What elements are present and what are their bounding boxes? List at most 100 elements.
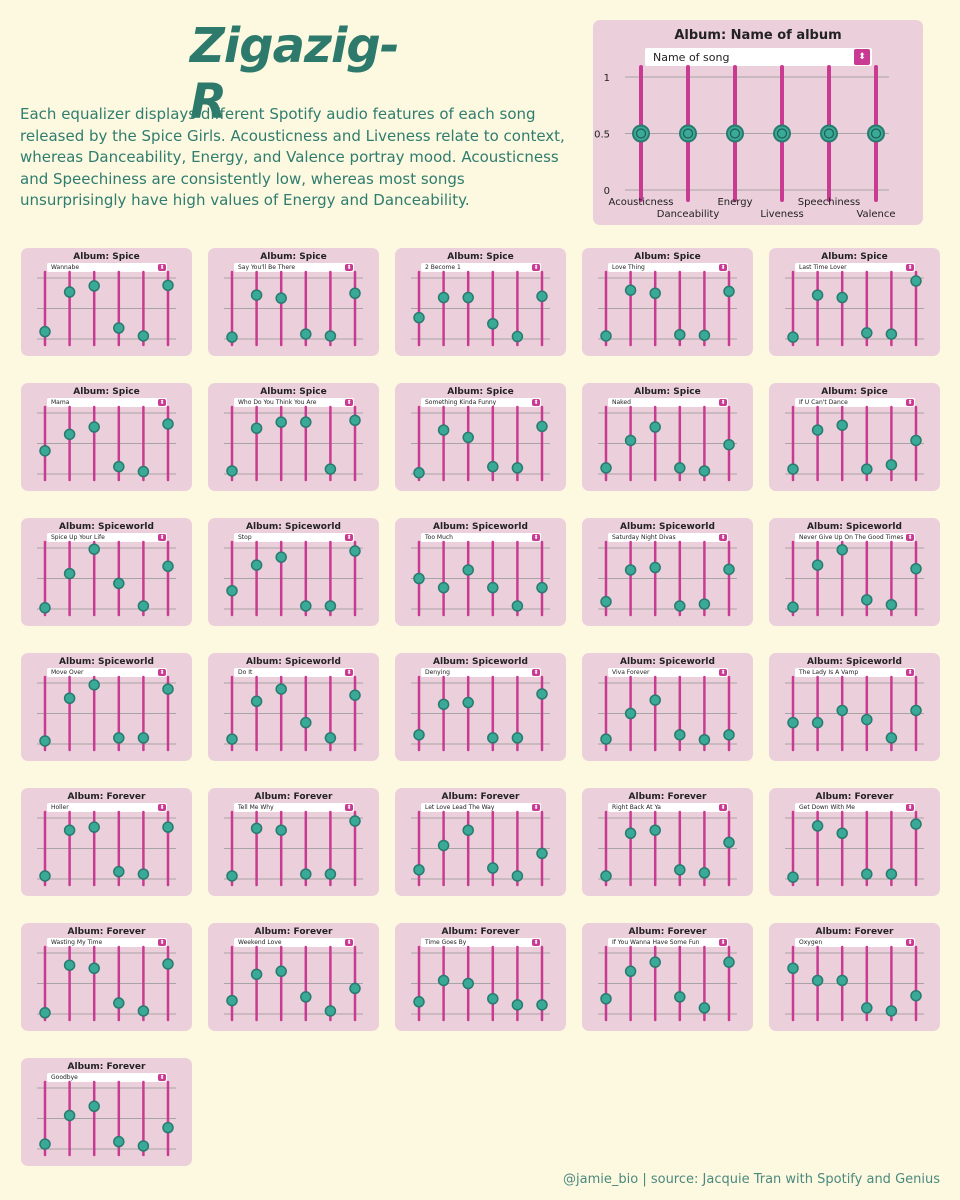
slider-knob [162,560,174,573]
song-dropdown[interactable]: Denying ⬍ [421,668,541,677]
slider-knob [861,463,873,475]
slider-knob [226,870,238,882]
updown-arrows-icon: ⬍ [345,668,353,676]
album-label: Album: Forever [67,927,146,937]
slider-knob [536,847,548,860]
song-dropdown[interactable]: The Lady Is A Vamp ⬍ [795,668,915,677]
song-dropdown[interactable]: 2 Become 1 ⬍ [421,263,541,272]
song-dropdown[interactable]: Get Down With Me ⬍ [795,803,915,812]
song-dropdown[interactable]: Naked ⬍ [608,398,728,407]
updown-arrows-icon: ⬍ [906,668,914,676]
song-dropdown[interactable]: Who Do You Think You Are ⬍ [234,398,354,407]
album-label: Album: Spice [73,252,140,262]
slider-knob [63,824,76,836]
song-label: Denying [425,669,450,676]
updown-arrows-icon: ⬍ [719,668,727,676]
slider-knob [88,543,100,555]
slider-knob [698,329,711,342]
feature-label: Liveness [760,209,803,220]
slider-knob [162,821,174,833]
song-dropdown[interactable]: Tell Me Why ⬍ [234,803,354,812]
slider-knob [250,559,263,571]
slider-knob [275,292,287,304]
song-dropdown[interactable]: If U Can't Dance ⬍ [795,398,915,407]
slider-knob [137,330,150,342]
slider-knob [773,124,791,143]
slider-knob [324,330,337,342]
song-dropdown[interactable]: Goodbye ⬍ [47,1073,167,1082]
song-label: Say You'll Be There [238,264,296,271]
slider-knob [413,996,425,1008]
updown-arrows-icon: ⬍ [345,938,353,946]
album-label: Album: Forever [628,927,707,937]
legend-song-dropdown[interactable]: Name of song ⬍ [645,48,872,66]
song-dropdown[interactable]: Weekend Love ⬍ [234,938,354,947]
slider-knob [674,991,686,1003]
slider-knob [787,871,799,883]
slider-knob [487,460,499,473]
album-label: Album: Forever [67,792,146,802]
song-label: Viva Forever [612,669,650,676]
song-dropdown[interactable]: Last Time Lover ⬍ [795,263,915,272]
song-label: Too Much [425,534,453,541]
song-chart [37,1080,176,1157]
song-dropdown[interactable]: Time Goes By ⬍ [421,938,541,947]
song-label: Something Kinda Funny [425,399,497,406]
song-dropdown[interactable]: Let Love Lead The Way ⬍ [421,803,541,812]
song-label: Spice Up Your Life [51,534,105,541]
song-equalizer-panel: Album: Spiceworld Do It ⬍ [208,653,379,761]
slider-knob [275,824,287,836]
song-dropdown[interactable]: Viva Forever ⬍ [608,668,728,677]
updown-arrows-icon: ⬍ [345,263,353,271]
song-dropdown[interactable]: Something Kinda Funny ⬍ [421,398,541,407]
song-dropdown[interactable]: Too Much ⬍ [421,533,541,542]
feature-label: Acousticness [609,197,674,208]
song-dropdown[interactable]: Wasting My Time ⬍ [47,938,167,947]
song-dropdown[interactable]: Do It ⬍ [234,668,354,677]
song-label: Who Do You Think You Are [238,399,317,406]
album-label: Album: Forever [254,792,333,802]
slider-knob [137,868,150,880]
slider-knob [723,729,735,741]
song-dropdown[interactable]: Love Thing ⬍ [608,263,728,272]
song-equalizer-panel: Album: Spice Something Kinda Funny ⬍ [395,383,566,491]
song-label: Stop [238,534,252,541]
slider-knob [536,581,548,594]
slider-knob [413,467,425,479]
song-dropdown[interactable]: Wannabe ⬍ [47,263,167,272]
slider-knob [226,994,238,1007]
slider-knob [861,327,873,339]
slider-knob [820,124,838,143]
slider-knob [836,974,848,987]
song-dropdown[interactable]: If You Wanna Have Some Fun ⬍ [608,938,728,947]
slider-knob [649,561,661,574]
slider-knob [137,732,150,744]
slider-knob [137,1005,150,1017]
slider-knob [910,275,922,287]
song-dropdown[interactable]: Holler ⬍ [47,803,167,812]
slider-knob [349,545,361,557]
slider-knob [836,704,848,717]
song-dropdown[interactable]: Oxygen ⬍ [795,938,915,947]
song-dropdown[interactable]: Never Give Up On The Good Times ⬍ [795,533,915,542]
slider-knob [836,291,848,304]
album-label: Album: Forever [628,792,707,802]
song-dropdown[interactable]: Stop ⬍ [234,533,354,542]
slider-knob [624,707,637,720]
slider-knob [349,815,361,827]
song-dropdown[interactable]: Move Over ⬍ [47,668,167,677]
song-dropdown[interactable]: Mama ⬍ [47,398,167,407]
slider-knob [836,419,848,431]
feature-label: Energy [717,197,752,208]
slider-knob [275,551,287,563]
updown-arrows-icon: ⬍ [906,803,914,811]
song-dropdown[interactable]: Saturday Night Divas ⬍ [608,533,728,542]
updown-arrows-icon: ⬍ [532,938,540,946]
slider-knob [885,1005,898,1017]
song-dropdown[interactable]: Spice Up Your Life ⬍ [47,533,167,542]
song-dropdown[interactable]: Say You'll Be There ⬍ [234,263,354,272]
song-dropdown[interactable]: Right Back At Ya ⬍ [608,803,728,812]
album-label: Album: Forever [441,927,520,937]
slider-knob [787,331,799,343]
slider-knob [511,600,524,612]
